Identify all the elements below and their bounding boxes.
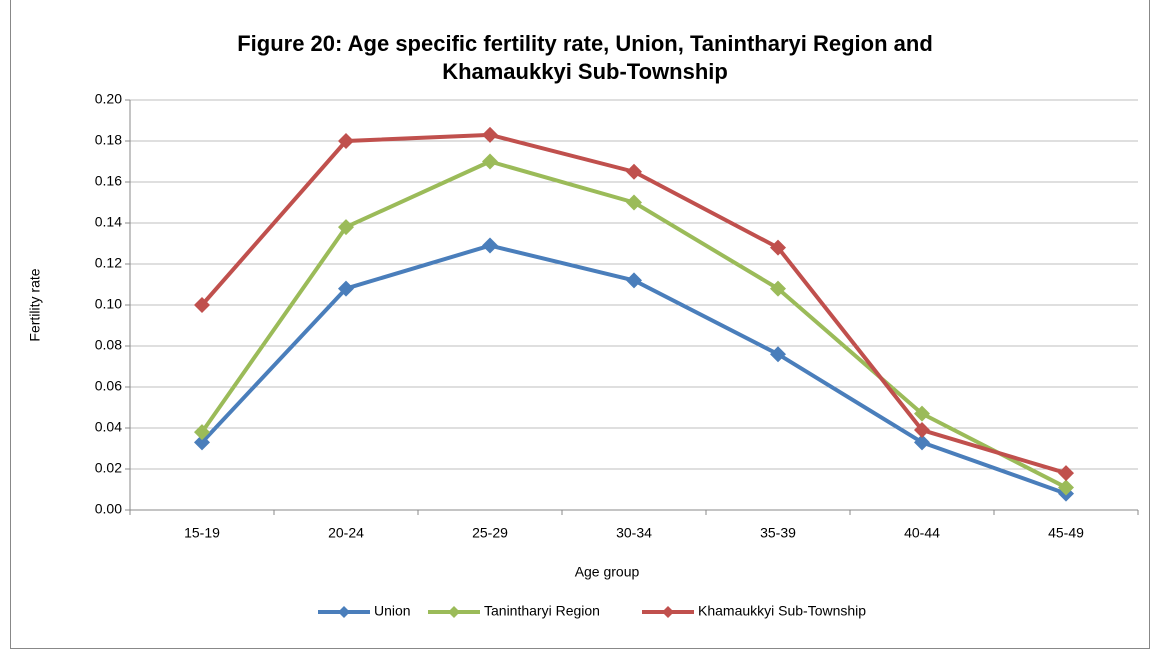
y-tick-label: 0.00 bbox=[95, 501, 122, 517]
x-tick-label: 45-49 bbox=[1048, 525, 1084, 541]
legend-marker bbox=[662, 606, 674, 618]
x-tick-label: 35-39 bbox=[760, 525, 796, 541]
legend-label: Khamaukkyi Sub-Township bbox=[698, 603, 866, 619]
frame bbox=[10, 0, 1150, 649]
x-axis-label: Age group bbox=[575, 564, 640, 580]
point bbox=[194, 297, 210, 313]
y-axis-label: Fertility rate bbox=[27, 268, 43, 341]
y-tick-label: 0.02 bbox=[95, 460, 122, 476]
point bbox=[770, 346, 786, 363]
point bbox=[482, 237, 498, 254]
point bbox=[338, 219, 354, 236]
point bbox=[914, 434, 930, 451]
y-tick-label: 0.18 bbox=[95, 132, 122, 148]
legend-marker bbox=[448, 606, 460, 618]
point bbox=[626, 163, 642, 180]
point bbox=[1058, 465, 1074, 482]
y-tick-label: 0.10 bbox=[95, 296, 122, 312]
point bbox=[770, 280, 786, 297]
y-tick-label: 0.06 bbox=[95, 378, 122, 394]
point bbox=[626, 194, 642, 211]
y-tick-label: 0.20 bbox=[95, 91, 122, 107]
x-tick-label: 15-19 bbox=[184, 525, 220, 541]
y-tick-label: 0.14 bbox=[95, 214, 122, 230]
point bbox=[194, 424, 210, 441]
y-tick-label: 0.04 bbox=[95, 419, 122, 435]
chart-title: Figure 20: Age specific fertility rate, … bbox=[237, 31, 933, 84]
point bbox=[770, 239, 786, 256]
x-tick-label: 25-29 bbox=[472, 525, 508, 541]
point bbox=[338, 280, 354, 297]
y-tick-label: 0.08 bbox=[95, 337, 122, 353]
x-tick-label: 30-34 bbox=[616, 525, 652, 541]
y-tick-label: 0.12 bbox=[95, 255, 122, 271]
x-tick-label: 40-44 bbox=[904, 525, 940, 541]
legend-label: Union bbox=[374, 603, 411, 619]
point bbox=[626, 272, 642, 289]
point bbox=[482, 153, 498, 170]
point bbox=[914, 405, 930, 422]
y-tick-label: 0.16 bbox=[95, 173, 122, 189]
point bbox=[338, 133, 354, 149]
x-tick-label: 20-24 bbox=[328, 525, 364, 541]
point bbox=[1058, 479, 1074, 496]
legend-label: Tanintharyi Region bbox=[484, 603, 600, 619]
legend-marker bbox=[338, 606, 350, 618]
point bbox=[482, 126, 498, 143]
point bbox=[914, 422, 930, 439]
point bbox=[194, 434, 210, 451]
